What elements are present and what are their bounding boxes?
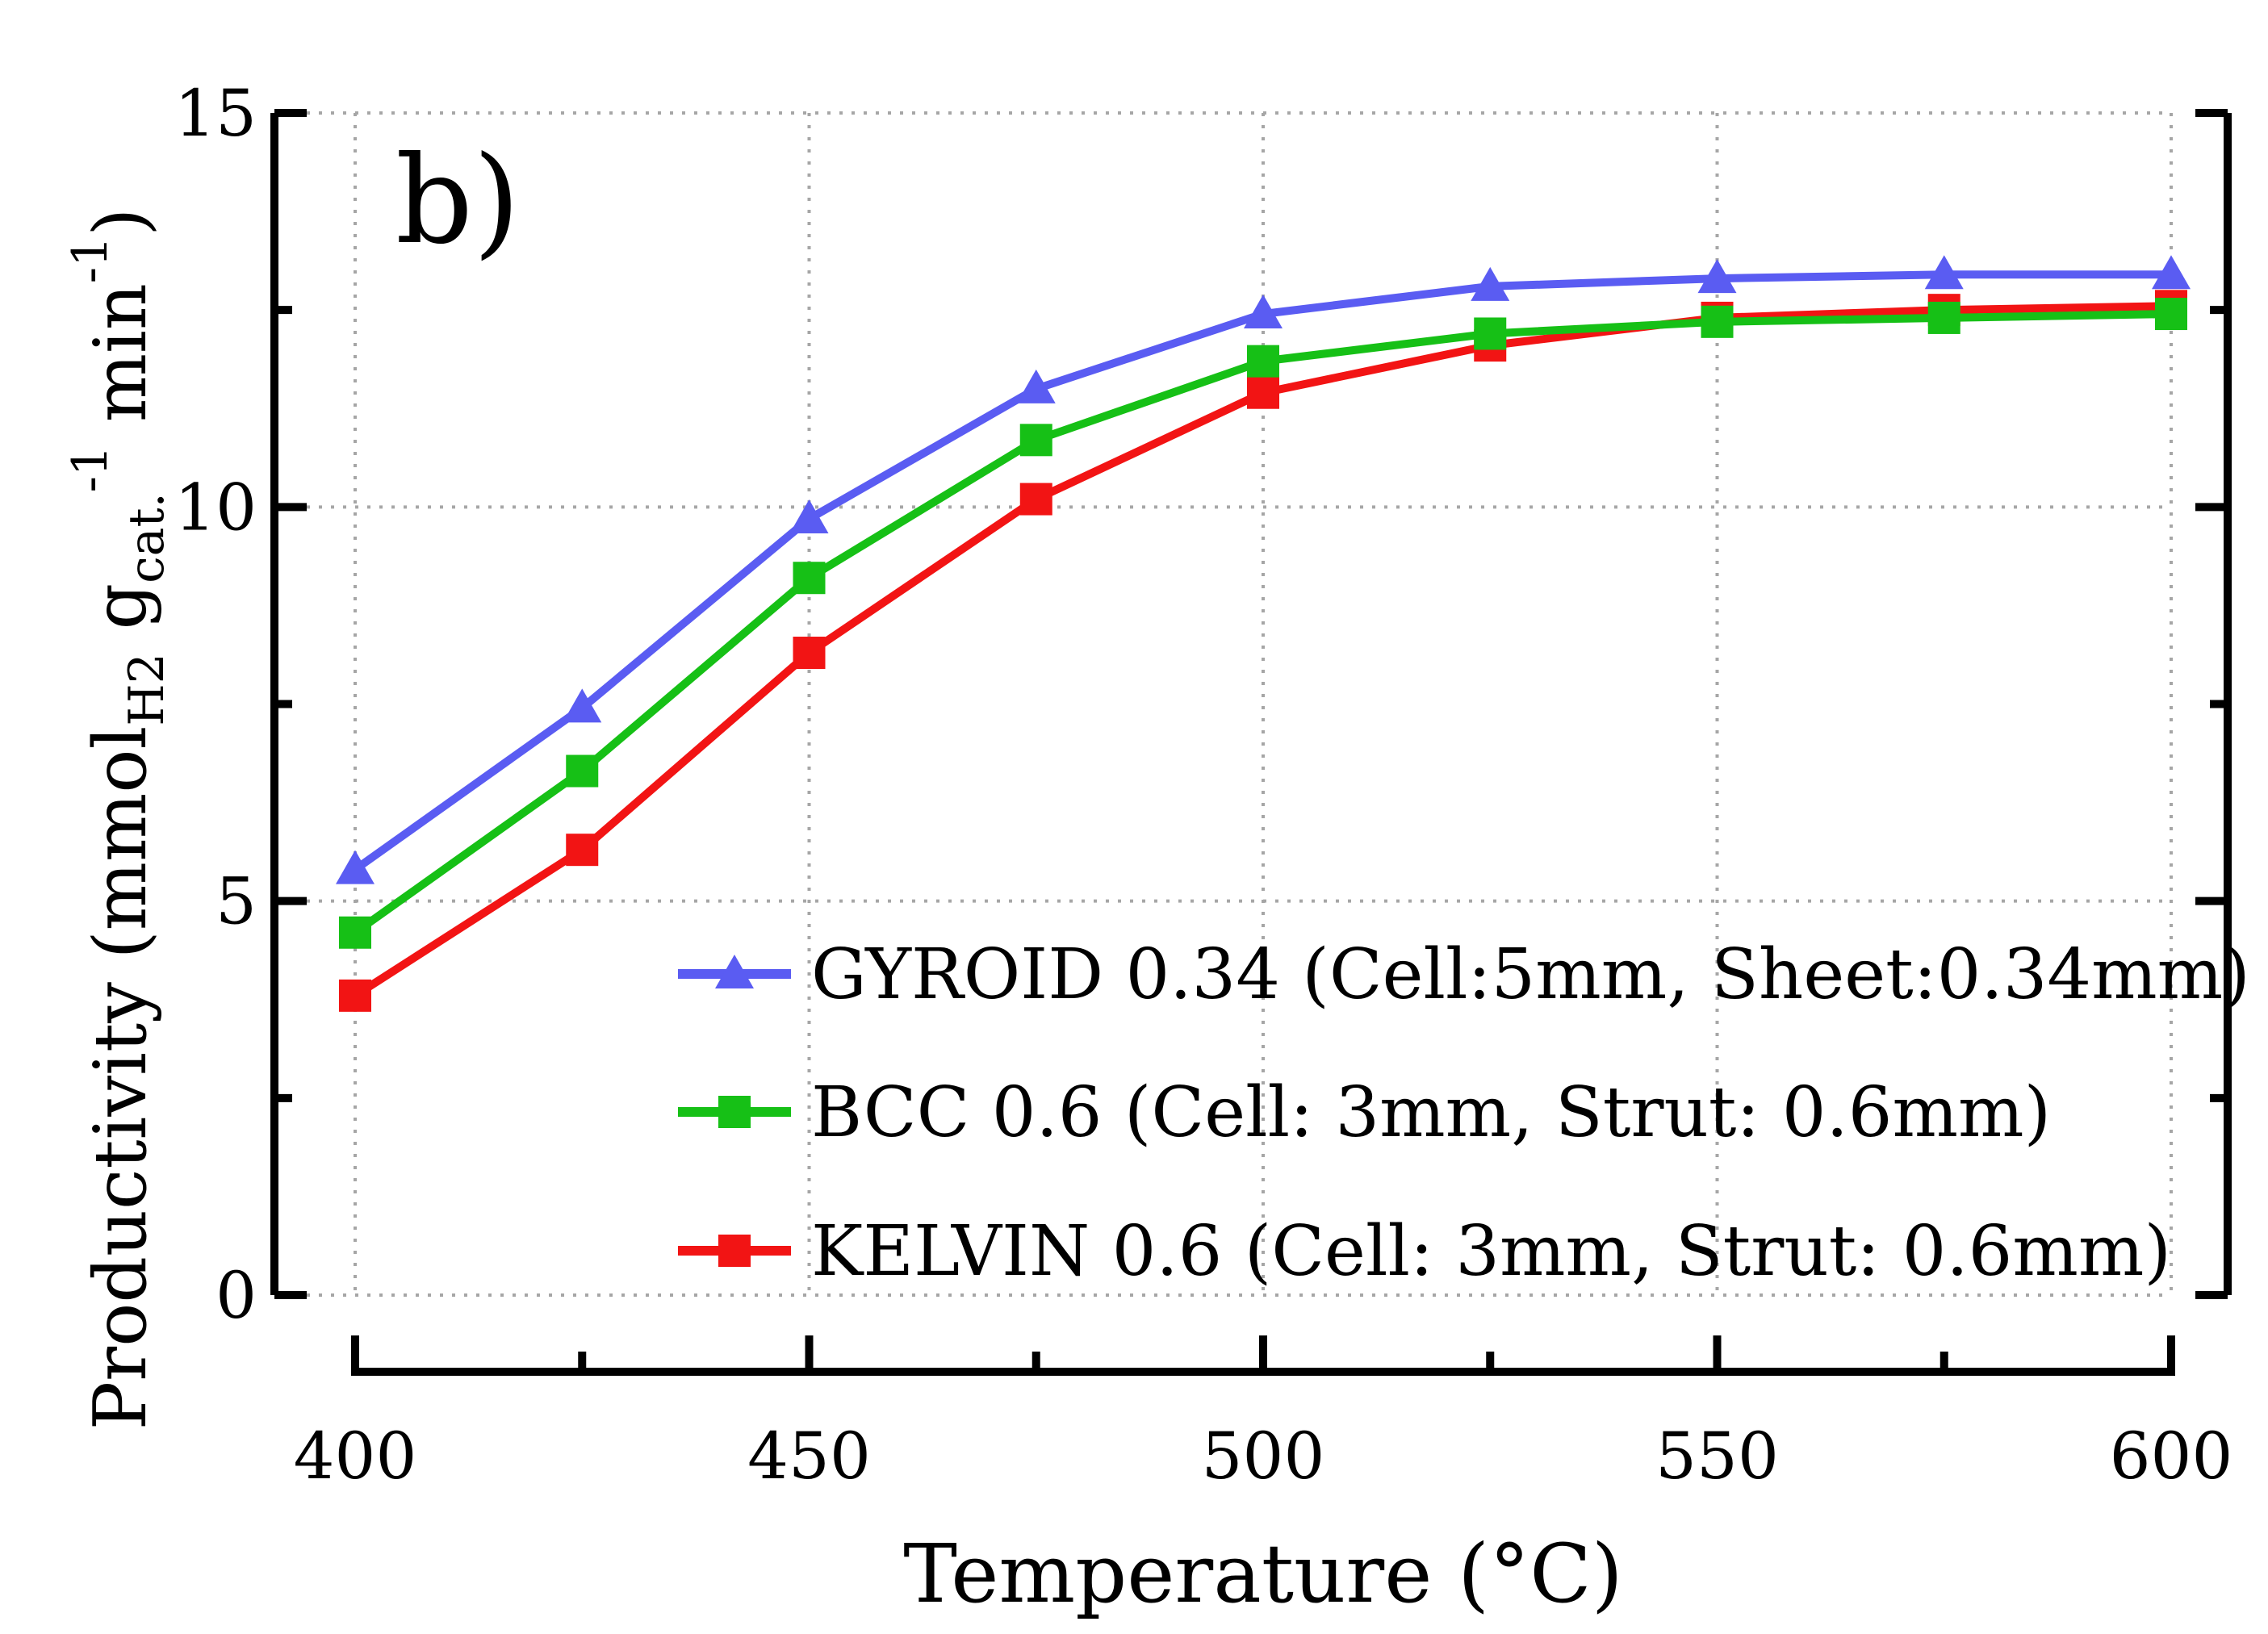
legend-label-kelvin: KELVIN 0.6 (Cell: 3mm, Strut: 0.6mm) xyxy=(811,1211,2171,1292)
data-point-bcc-425 xyxy=(566,754,599,788)
legend-label-gyroid: GYROID 0.34 (Cell:5mm, Sheet:0.34mm) xyxy=(811,934,2250,1015)
data-point-bcc-400 xyxy=(339,916,371,949)
series-bcc xyxy=(339,298,2187,949)
legend-marker-kelvin xyxy=(718,1235,751,1267)
x-tick-label-550: 550 xyxy=(1655,1419,1779,1494)
data-point-bcc-500 xyxy=(1247,345,1279,378)
y-label-sup-2: -1 xyxy=(62,236,119,283)
data-point-kelvin-475 xyxy=(1019,483,1052,516)
legend-entry-gyroid: GYROID 0.34 (Cell:5mm, Sheet:0.34mm) xyxy=(678,934,2250,1015)
y-axis-label: Productivity (mmolH2 gcat.-1 min-1) xyxy=(62,208,175,1431)
series-gyroid xyxy=(336,255,2191,884)
y-label-close: ) xyxy=(78,208,163,236)
data-point-gyroid-575 xyxy=(1924,255,1964,290)
y-tick-label-0: 0 xyxy=(216,1258,257,1333)
series-line-kelvin xyxy=(353,302,2172,1000)
legend: GYROID 0.34 (Cell:5mm, Sheet:0.34mm) BCC … xyxy=(678,934,2250,1292)
data-point-gyroid-500 xyxy=(1244,295,1283,329)
legend-entry-bcc: BCC 0.6 (Cell: 3mm, Strut: 0.6mm) xyxy=(678,1072,2051,1153)
data-point-gyroid-600 xyxy=(2152,255,2191,290)
x-tick-label-450: 450 xyxy=(747,1419,871,1494)
y-tick-label-15: 15 xyxy=(174,76,257,151)
legend-marker-gyroid xyxy=(715,955,754,988)
data-point-bcc-450 xyxy=(793,562,826,595)
data-point-kelvin-425 xyxy=(566,834,599,867)
data-point-kelvin-500 xyxy=(1247,376,1279,409)
series-kelvin xyxy=(339,290,2187,1012)
x-axis-label: Temperature (°C) xyxy=(903,1527,1622,1621)
data-point-bcc-550 xyxy=(1701,305,1734,338)
x-tick-label-600: 600 xyxy=(2110,1419,2233,1494)
y-label-sup-1: -1 xyxy=(62,445,119,492)
x-tick-label-500: 500 xyxy=(1202,1419,1325,1494)
panel-label: b) xyxy=(395,131,521,271)
data-point-gyroid-550 xyxy=(1697,259,1737,294)
legend-label-bcc: BCC 0.6 (Cell: 3mm, Strut: 0.6mm) xyxy=(811,1072,2051,1153)
data-point-gyroid-475 xyxy=(1016,369,1056,403)
legend-entry-kelvin: KELVIN 0.6 (Cell: 3mm, Strut: 0.6mm) xyxy=(678,1211,2171,1292)
data-point-bcc-475 xyxy=(1019,424,1052,457)
data-point-kelvin-450 xyxy=(793,637,826,670)
y-label-g: g xyxy=(78,583,163,653)
tick-marks xyxy=(274,109,2228,1372)
data-series xyxy=(336,255,2191,1012)
grid-lines xyxy=(282,111,2173,1297)
data-point-kelvin-400 xyxy=(339,979,371,1012)
y-label-min: min xyxy=(78,283,163,445)
y-label-base: Productivity (mmol xyxy=(78,726,163,1431)
data-point-gyroid-450 xyxy=(789,499,829,533)
data-point-bcc-525 xyxy=(1474,317,1507,350)
legend-marker-bcc xyxy=(718,1096,751,1128)
data-point-gyroid-425 xyxy=(563,688,602,723)
y-tick-label-5: 5 xyxy=(216,864,257,939)
data-point-gyroid-525 xyxy=(1471,266,1510,301)
y-label-sub-h2: H2 xyxy=(119,653,175,726)
tick-labels: 0 5 10 15 400 450 500 550 600 xyxy=(174,76,2232,1494)
data-point-bcc-600 xyxy=(2155,298,2187,331)
data-point-gyroid-400 xyxy=(336,850,375,884)
x-tick-label-400: 400 xyxy=(294,1419,417,1494)
data-point-bcc-575 xyxy=(1927,301,1960,334)
y-tick-label-10: 10 xyxy=(174,470,257,545)
y-label-sub-cat: cat. xyxy=(119,492,175,583)
